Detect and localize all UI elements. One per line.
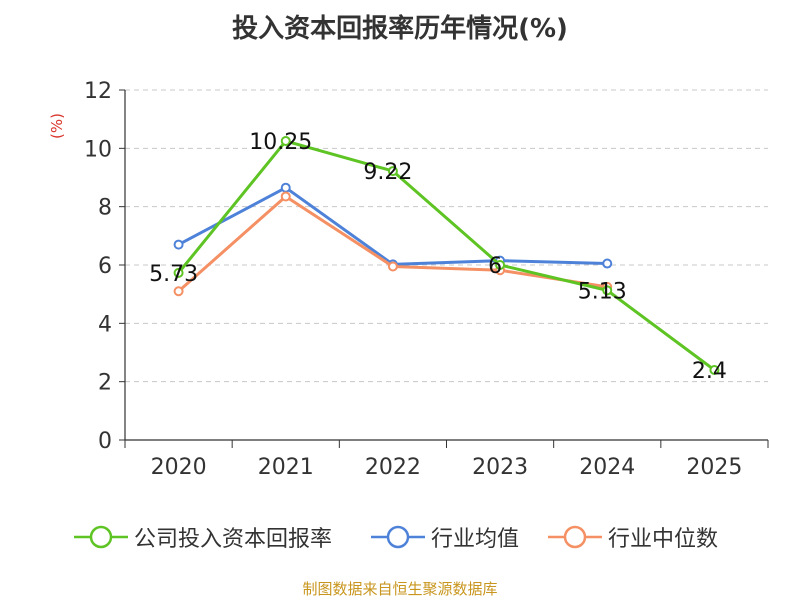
y-tick-label-8: 8: [98, 196, 112, 221]
x-tick-label-2024: 2024: [579, 455, 635, 480]
data-point-s0-2022: [387, 166, 398, 177]
data-point-s0-2023: [495, 260, 506, 270]
grid-layer: [125, 89, 768, 383]
legend-label-industry-median: 行业中位数: [608, 527, 719, 552]
y-tick-label-4: 4: [98, 312, 112, 337]
y-tick-label-10: 10: [84, 137, 112, 162]
data-point-s2-2020: [173, 286, 184, 297]
y-axis-unit-label: (%): [48, 113, 66, 139]
x-tick-label-2021: 2021: [258, 455, 314, 480]
series-layer: [173, 136, 720, 375]
legend-label-company: 公司投入资本回报率: [134, 527, 333, 552]
series-line-1: [177, 186, 608, 266]
data-point-s0-2024: [602, 285, 613, 296]
x-tick-label-2022: 2022: [365, 455, 421, 480]
data-point-s0-2021: [280, 136, 291, 147]
y-tick-label-6: 6: [98, 254, 112, 279]
source-footer: 制图数据来自恒生聚源数据库: [302, 580, 498, 598]
data-point-s1-2024: [602, 258, 613, 269]
data-label-2025: 2.4: [692, 359, 727, 384]
data-point-s2-2022: [387, 261, 398, 272]
data-point-s1-2021: [280, 182, 291, 193]
label-layer: 5.73 10.25 9.22 6 5.13 2.4: [149, 130, 727, 384]
series-line-0: [177, 139, 716, 372]
x-tick-label-2025: 2025: [686, 455, 742, 480]
data-label-2020: 5.73: [149, 262, 198, 287]
data-label-2022: 9.22: [363, 160, 412, 185]
legend-marker-company-icon: [74, 525, 128, 549]
data-label-2024: 5.13: [578, 279, 627, 304]
legend-item-company[interactable]: 公司投入资本回报率: [74, 520, 332, 554]
legend-label-industry-mean: 行业均值: [431, 527, 520, 552]
x-tick-label-2020: 2020: [151, 455, 207, 480]
axis-layer: 0 2 4 6 8 10 12 (%) 2020 2021 2022 2023 2024 2025: [48, 79, 769, 480]
data-point-s0-2025: [709, 365, 720, 375]
y-tick-label-0: 0: [98, 429, 112, 454]
y-tick-label-2: 2: [98, 371, 112, 396]
x-tick-label-2023: 2023: [472, 455, 528, 480]
data-point-s2-2021: [280, 191, 291, 202]
legend-item-industry-median[interactable]: 行业中位数: [548, 520, 718, 554]
chart-title: 投入资本回报率历年情况(%): [232, 14, 568, 44]
legend-marker-industry-mean-icon: [371, 525, 425, 549]
data-point-s1-2020: [173, 239, 184, 250]
legend-item-industry-mean[interactable]: 行业均值: [371, 520, 519, 554]
data-point-s0-2020: [173, 267, 184, 278]
data-label-2021: 10.25: [249, 130, 312, 155]
y-tick-label-12: 12: [84, 79, 112, 104]
legend-marker-industry-median-icon: [548, 525, 602, 549]
data-label-2023: 6: [488, 254, 502, 279]
